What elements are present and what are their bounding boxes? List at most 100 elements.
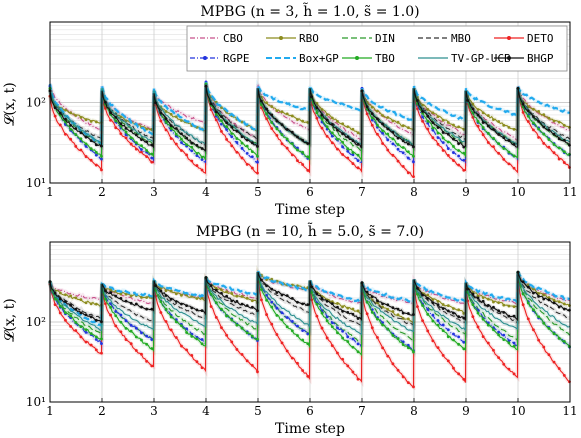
data-point [180, 119, 183, 122]
data-point [265, 112, 268, 116]
data-point [330, 134, 334, 138]
data-point [557, 336, 561, 340]
data-point [84, 155, 88, 158]
data-point [280, 341, 284, 345]
data-point [145, 342, 149, 346]
data-point [486, 114, 490, 117]
data-point [557, 157, 561, 161]
data-point [190, 354, 194, 357]
data-point [69, 303, 72, 307]
data-point [285, 146, 289, 150]
data-point [250, 363, 254, 367]
data-point [74, 127, 78, 130]
data-point [346, 156, 350, 160]
data-point [124, 326, 128, 330]
data-point [370, 326, 374, 330]
chart-panel-top: MPBG (n = 3, h̃ = 1.0, s̃ = 1.0) Time st… [2, 2, 578, 218]
x-tick-label: 7 [358, 404, 366, 418]
data-point [396, 120, 400, 124]
data-point [265, 293, 268, 297]
data-point [265, 117, 268, 121]
data-point [351, 337, 355, 341]
data-point [431, 121, 435, 124]
data-point [325, 118, 329, 122]
data-point [486, 141, 490, 144]
data-point [471, 115, 475, 119]
data-point [256, 309, 259, 313]
data-point [58, 304, 62, 308]
data-point [256, 337, 259, 341]
data-point [526, 120, 530, 123]
data-point [537, 110, 540, 113]
data-point [462, 316, 466, 320]
data-point [225, 314, 228, 318]
data-point [365, 112, 369, 116]
data-point [462, 127, 466, 131]
data-point [356, 350, 360, 354]
data-point [94, 335, 98, 339]
data-point [330, 344, 334, 348]
data-point [145, 307, 149, 311]
data-point [512, 154, 516, 158]
data-point [330, 116, 334, 120]
data-point [502, 136, 506, 140]
data-point [441, 323, 445, 327]
data-point [381, 129, 384, 133]
data-point [336, 147, 339, 151]
data-point [346, 147, 350, 151]
data-point [497, 120, 501, 123]
data-point [481, 299, 485, 303]
legend-marker [203, 56, 207, 60]
legend-label: RBO [299, 32, 319, 45]
data-point [114, 324, 118, 328]
data-point [532, 328, 535, 332]
data-point [351, 151, 355, 154]
legend-label: DETO [527, 32, 554, 45]
data-point [209, 284, 213, 287]
data-point [376, 336, 379, 339]
data-point [401, 146, 405, 149]
data-point [74, 144, 78, 148]
data-point [320, 126, 324, 130]
data-point [245, 138, 249, 142]
data-point [69, 137, 72, 141]
data-point [532, 308, 535, 312]
data-point [204, 84, 208, 88]
data-point [492, 118, 495, 122]
data-point [526, 317, 530, 321]
data-point [532, 128, 535, 132]
data-point [104, 107, 107, 110]
data-point [119, 115, 123, 119]
data-point [315, 302, 319, 306]
data-point [406, 126, 410, 129]
data-point [436, 323, 440, 327]
data-point [320, 117, 324, 121]
data-point [310, 95, 314, 99]
data-point [391, 306, 395, 310]
data-point [245, 152, 249, 155]
data-point [336, 137, 339, 141]
data-point [94, 348, 98, 352]
legend-marker [355, 56, 359, 60]
data-point [446, 309, 450, 313]
data-point [84, 331, 88, 334]
data-point [376, 109, 379, 113]
data-point [526, 109, 530, 113]
data-point [376, 301, 379, 305]
data-point [396, 147, 400, 151]
data-point [94, 318, 98, 322]
data-point [457, 308, 461, 312]
data-point [436, 299, 440, 303]
data-point [497, 133, 501, 136]
data-point [174, 300, 178, 303]
data-point [301, 138, 305, 142]
data-point [416, 292, 419, 296]
data-point [84, 328, 88, 332]
data-point [296, 159, 299, 163]
series-line-rgpe [49, 272, 570, 352]
data-point [159, 119, 163, 123]
data-point [396, 368, 400, 372]
data-point [552, 298, 556, 302]
data-point [537, 338, 540, 342]
data-point [562, 339, 566, 343]
